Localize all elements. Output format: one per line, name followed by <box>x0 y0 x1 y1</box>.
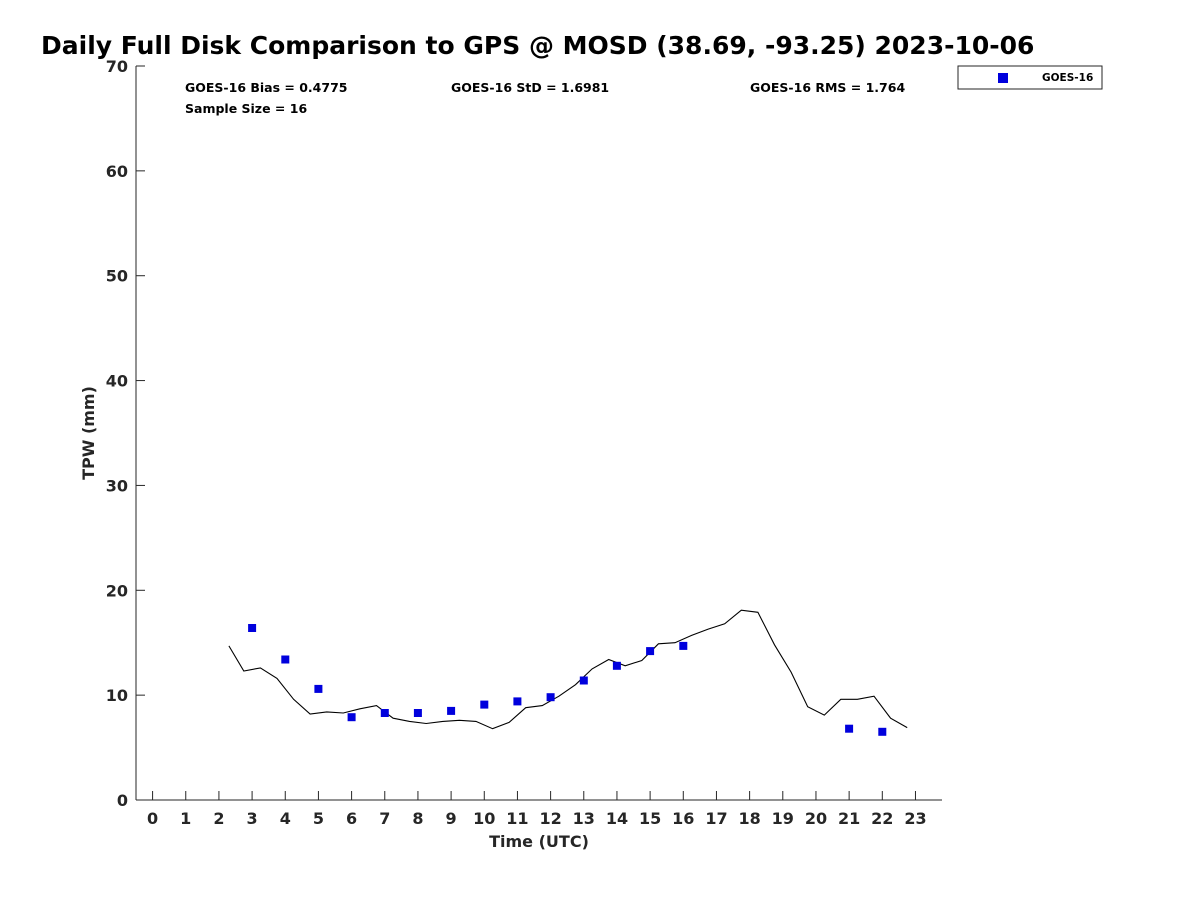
y-tick-label: 70 <box>106 57 128 76</box>
goes16-point <box>347 713 356 722</box>
x-tick-label: 22 <box>871 809 893 828</box>
goes16-point <box>480 700 489 709</box>
x-tick-label: 0 <box>147 809 158 828</box>
x-tick-label: 9 <box>446 809 457 828</box>
y-ticks: 0 10 20 30 40 50 60 70 <box>106 57 145 810</box>
legend-label: GOES-16 <box>1042 72 1093 84</box>
chart-title: Daily Full Disk Comparison to GPS @ MOSD… <box>41 31 1034 60</box>
goes16-point <box>248 624 257 632</box>
x-tick-label: 6 <box>346 809 357 828</box>
x-tick-label: 3 <box>247 809 258 828</box>
goes16-point <box>314 684 323 693</box>
goes16-point <box>281 655 290 664</box>
goes16-point <box>845 724 854 733</box>
x-tick-label: 17 <box>705 809 727 828</box>
x-tick-label: 18 <box>738 809 760 828</box>
bias-stat: GOES-16 Bias = 0.4775 <box>185 80 347 95</box>
goes16-point <box>646 647 655 656</box>
y-tick-label: 40 <box>106 372 128 391</box>
x-tick-label: 8 <box>412 809 423 828</box>
x-tick-label: 11 <box>506 809 528 828</box>
y-tick-label: 30 <box>106 476 128 495</box>
x-tick-label: 10 <box>473 809 495 828</box>
legend-marker <box>998 73 1008 83</box>
plot-area <box>228 609 908 736</box>
y-tick-label: 0 <box>117 791 128 810</box>
sample-size-stat: Sample Size = 16 <box>185 101 307 116</box>
x-tick-label: 15 <box>639 809 661 828</box>
legend-box <box>957 65 1103 90</box>
x-axis-label: Time (UTC) <box>489 832 589 851</box>
x-tick-label: 13 <box>573 809 595 828</box>
goes16-point <box>513 697 522 706</box>
std-stat: GOES-16 StD = 1.6981 <box>451 80 609 95</box>
x-tick-label: 21 <box>838 809 860 828</box>
goes16-point <box>546 693 555 702</box>
goes16-point <box>679 641 688 650</box>
rms-stat: GOES-16 RMS = 1.764 <box>750 80 905 95</box>
x-tick-label: 12 <box>539 809 561 828</box>
x-tick-label: 5 <box>313 809 324 828</box>
goes16-point <box>612 661 621 670</box>
goes16-point <box>380 709 389 717</box>
goes16-point <box>447 706 456 715</box>
x-tick-label: 14 <box>606 809 628 828</box>
gps-tpw-line <box>228 609 908 730</box>
x-tick-label: 23 <box>904 809 926 828</box>
x-tick-label: 16 <box>672 809 694 828</box>
x-tick-label: 2 <box>213 809 224 828</box>
x-ticks: 0 1 2 3 4 5 6 7 8 9 10 11 12 13 14 15 16 17 18 19 20 21 22 23 <box>147 791 927 828</box>
y-axis-label: TPW (mm) <box>79 386 98 480</box>
x-tick-label: 19 <box>772 809 794 828</box>
y-tick-label: 10 <box>106 686 128 705</box>
goes16-point <box>878 727 887 736</box>
y-tick-label: 60 <box>106 162 128 181</box>
x-tick-label: 4 <box>280 809 291 828</box>
y-tick-label: 50 <box>106 267 128 286</box>
x-tick-label: 7 <box>379 809 390 828</box>
goes16-point <box>413 709 422 717</box>
goes16-point <box>579 676 588 685</box>
axes <box>135 66 942 801</box>
x-tick-label: 1 <box>180 809 191 828</box>
x-tick-label: 20 <box>805 809 827 828</box>
y-tick-label: 20 <box>106 581 128 600</box>
legend: GOES-16 <box>957 65 1103 90</box>
